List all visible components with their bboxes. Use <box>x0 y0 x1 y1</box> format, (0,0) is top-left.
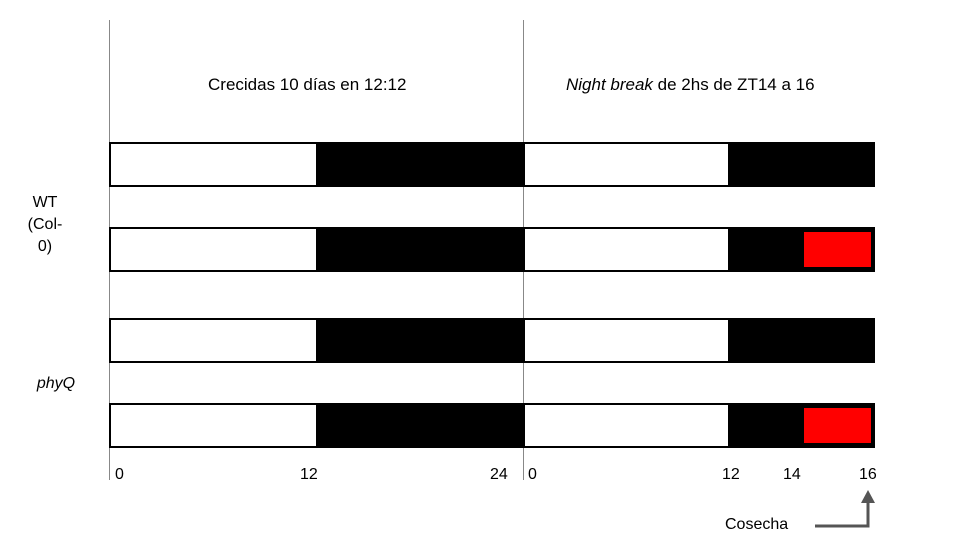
tick-phase1-12: 12 <box>300 466 318 483</box>
wt-control-phase2-bar <box>523 142 875 187</box>
phyq-control-phase1-dark <box>316 320 522 361</box>
phyq-nightbreak-phase1-bar <box>109 403 524 448</box>
wt-label-line2: (Col-0) <box>27 216 63 255</box>
wt-nightbreak-phase1-dark <box>316 229 522 270</box>
phyq-nightbreak-red-light <box>803 407 872 444</box>
wt-control-phase1-dark <box>316 144 522 185</box>
phyq-control-phase2-dark <box>728 320 873 361</box>
phase2-title-italic: Night break <box>566 75 653 94</box>
tick-phase1-24: 24 <box>490 466 508 483</box>
wt-label: WT (Col-0) <box>22 192 68 258</box>
wt-control-phase1-bar <box>109 142 524 187</box>
tick-phase2-16: 16 <box>859 466 877 483</box>
phase2-title-rest: de 2hs de ZT14 a 16 <box>652 75 815 94</box>
phyq-label: phyQ <box>36 375 76 392</box>
phyq-control-phase1-bar <box>109 318 524 363</box>
phase1-title: Crecidas 10 días en 12:12 <box>208 75 407 94</box>
wt-label-line1: WT <box>32 194 58 211</box>
harvest-label: Cosecha <box>725 516 789 533</box>
phyq-nightbreak-phase2-bar <box>523 403 875 448</box>
tick-phase2-12: 12 <box>722 466 740 483</box>
wt-nightbreak-red-light <box>803 231 872 268</box>
phase2-title: Night break de 2hs de ZT14 a 16 <box>566 75 815 95</box>
phyq-nightbreak-phase1-dark <box>316 405 522 446</box>
wt-control-phase2-dark <box>728 144 873 185</box>
wt-nightbreak-phase1-bar <box>109 227 524 272</box>
phyq-control-phase2-bar <box>523 318 875 363</box>
wt-nightbreak-phase2-bar <box>523 227 875 272</box>
tick-phase2-14: 14 <box>783 466 801 483</box>
tick-phase1-0: 0 <box>115 466 124 483</box>
tick-phase2-0: 0 <box>528 466 537 483</box>
